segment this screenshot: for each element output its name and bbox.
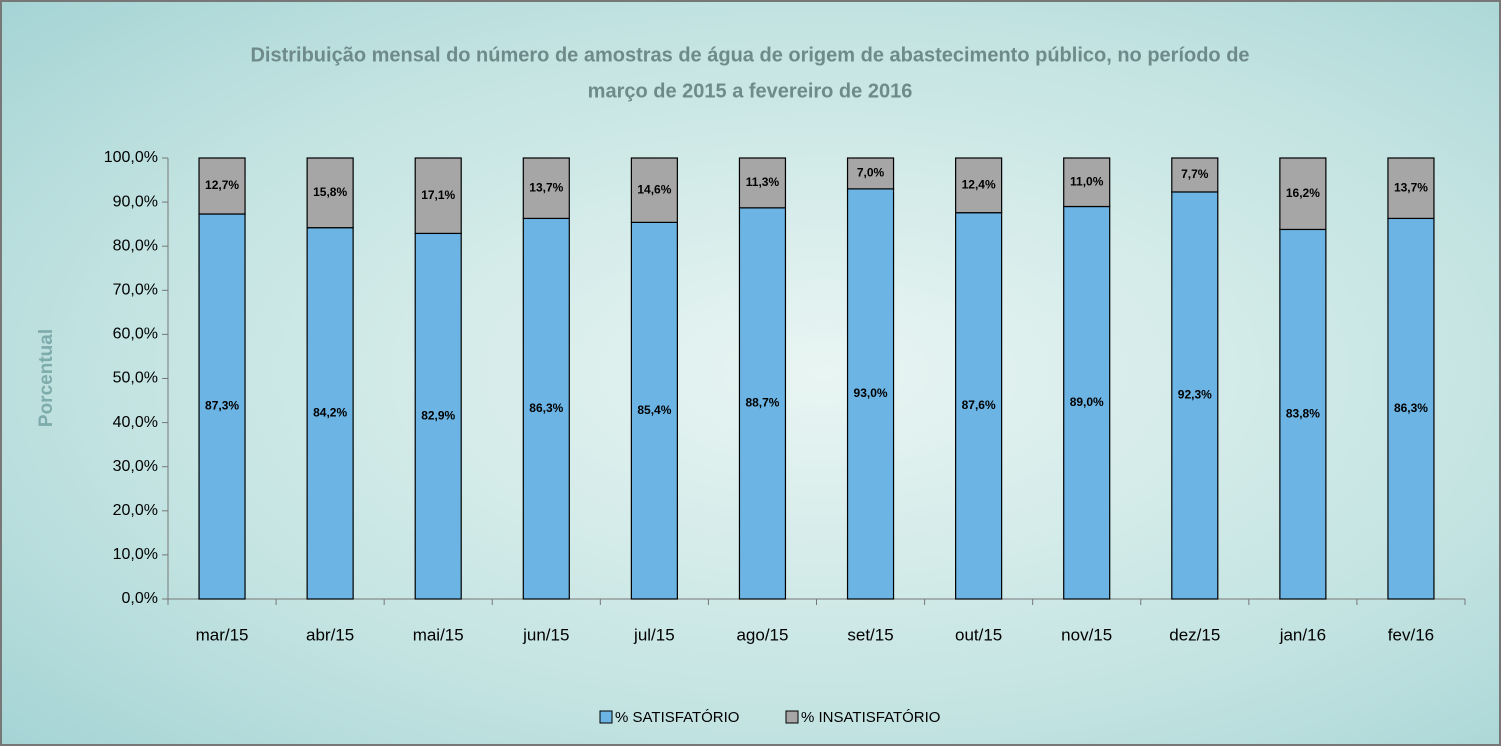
value-label: 86,3% <box>529 401 563 415</box>
x-tick-label: mai/15 <box>413 625 464 644</box>
x-tick-label: ago/15 <box>736 625 788 644</box>
value-label: 7,7% <box>1181 167 1209 181</box>
chart-title: Distribuição mensal do número de amostra… <box>250 44 1249 66</box>
y-tick-label: 100,0% <box>104 149 158 166</box>
legend-swatch <box>600 711 612 723</box>
y-tick-label: 60,0% <box>113 326 158 343</box>
y-tick-label: 50,0% <box>113 370 158 387</box>
value-label: 92,3% <box>1178 388 1212 402</box>
value-label: 11,3% <box>746 175 780 189</box>
value-label: 82,9% <box>421 408 455 422</box>
value-label: 93,0% <box>854 386 888 400</box>
legend-label: % INSATISFATÓRIO <box>801 709 940 726</box>
value-label: 89,0% <box>1070 395 1104 409</box>
y-tick-label: 0,0% <box>122 590 158 607</box>
value-label: 87,6% <box>962 398 996 412</box>
value-label: 13,7% <box>529 180 563 194</box>
y-tick-label: 10,0% <box>113 546 158 563</box>
x-tick-label: jul/15 <box>633 625 675 644</box>
value-label: 15,8% <box>313 185 347 199</box>
chart: Distribuição mensal do número de amostra… <box>0 0 1501 746</box>
value-label: 88,7% <box>745 396 779 410</box>
value-label: 11,0% <box>1070 174 1104 188</box>
x-tick-label: fev/16 <box>1388 625 1434 644</box>
x-tick-label: jan/16 <box>1279 625 1326 644</box>
value-label: 12,7% <box>205 178 239 192</box>
x-tick-label: out/15 <box>955 625 1002 644</box>
legend-swatch <box>786 711 798 723</box>
value-label: 85,4% <box>637 403 671 417</box>
value-label: 14,6% <box>637 182 671 196</box>
value-label: 12,4% <box>962 178 996 192</box>
value-label: 7,0% <box>857 166 885 180</box>
value-label: 83,8% <box>1286 406 1320 420</box>
chart-title: março de 2015 a fevereiro de 2016 <box>588 80 913 102</box>
value-label: 13,7% <box>1394 180 1428 194</box>
y-tick-label: 20,0% <box>113 502 158 519</box>
y-tick-label: 30,0% <box>113 458 158 475</box>
y-tick-label: 40,0% <box>113 414 158 431</box>
value-label: 16,2% <box>1286 186 1320 200</box>
y-tick-label: 70,0% <box>113 282 158 299</box>
x-tick-label: dez/15 <box>1169 625 1220 644</box>
legend-label: % SATISFATÓRIO <box>615 709 739 726</box>
x-tick-label: nov/15 <box>1061 625 1112 644</box>
y-tick-label: 80,0% <box>113 237 158 254</box>
value-label: 17,1% <box>421 188 455 202</box>
x-tick-label: jun/15 <box>522 625 569 644</box>
x-tick-label: mar/15 <box>196 625 249 644</box>
value-label: 84,2% <box>313 406 347 420</box>
x-tick-label: abr/15 <box>306 625 354 644</box>
x-tick-label: set/15 <box>847 625 893 644</box>
y-tick-label: 90,0% <box>113 193 158 210</box>
value-label: 87,3% <box>205 399 239 413</box>
y-axis-label: Porcentual <box>36 329 57 427</box>
value-label: 86,3% <box>1394 401 1428 415</box>
